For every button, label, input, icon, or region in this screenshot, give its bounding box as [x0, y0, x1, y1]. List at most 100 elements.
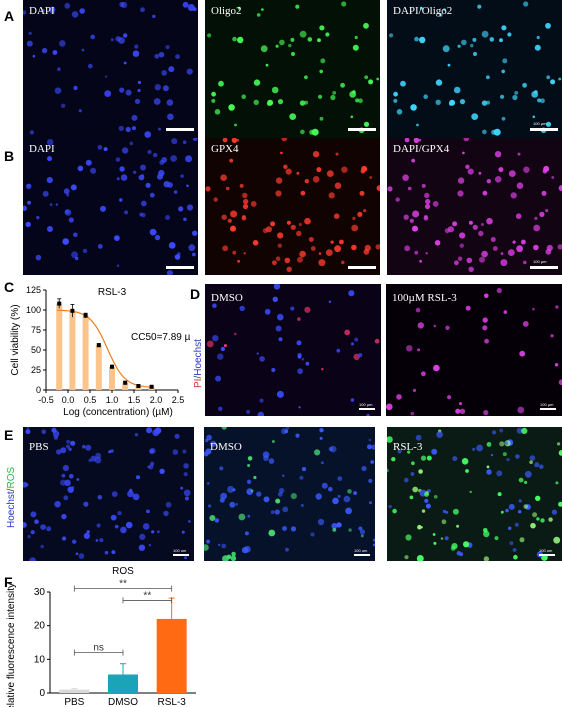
cell-nucleus	[52, 430, 60, 438]
cell-nucleus	[259, 356, 265, 362]
cell-nucleus	[363, 121, 370, 127]
cell-nucleus	[295, 433, 300, 438]
cell-nucleus	[46, 526, 52, 532]
cell-nucleus	[533, 244, 539, 251]
cell-nucleus	[517, 406, 525, 414]
cell-nucleus	[529, 455, 536, 461]
cell-nucleus	[481, 250, 488, 258]
cell-nucleus	[237, 36, 244, 44]
data-point	[70, 308, 75, 313]
cell-nucleus	[41, 47, 48, 54]
cell-nucleus	[330, 94, 336, 101]
cell-nucleus	[271, 367, 276, 373]
cell-nucleus	[512, 240, 516, 244]
cell-nucleus	[71, 11, 79, 18]
cell-nucleus	[265, 63, 269, 67]
cell-nucleus	[420, 526, 423, 529]
cell-nucleus	[361, 465, 367, 472]
cell-nucleus	[60, 479, 67, 486]
cell-nucleus	[314, 449, 321, 456]
cell-nucleus	[110, 38, 114, 42]
cell-nucleus	[83, 532, 90, 539]
cell-nucleus	[182, 449, 187, 454]
cell-nucleus	[253, 99, 259, 106]
cell-nucleus	[282, 526, 287, 531]
cell-nucleus	[518, 499, 522, 503]
cell-nucleus	[415, 434, 422, 441]
cell-nucleus	[557, 244, 562, 250]
cell-nucleus	[541, 190, 547, 196]
cell-nucleus	[154, 53, 160, 59]
y-tick-label: 0	[36, 385, 41, 395]
cell-nucleus	[522, 321, 529, 327]
cell-nucleus	[421, 371, 426, 377]
cell-nucleus	[210, 440, 217, 447]
cell-nucleus	[66, 193, 70, 197]
cell-nucleus	[63, 495, 69, 501]
chart-title: ROS	[112, 566, 134, 577]
cell-nucleus	[361, 165, 368, 172]
cell-nucleus	[438, 13, 443, 17]
cell-nucleus	[483, 410, 489, 416]
cell-nucleus	[496, 470, 503, 477]
cell-nucleus	[554, 363, 559, 367]
cell-nucleus	[66, 439, 71, 444]
cell-nucleus	[286, 220, 291, 225]
cell-nucleus	[79, 8, 85, 14]
cell-nucleus	[275, 498, 281, 504]
cell-nucleus	[204, 451, 209, 457]
cell-nucleus	[214, 518, 220, 523]
cell-nucleus	[116, 264, 120, 267]
cell-nucleus	[499, 428, 504, 433]
cell-nucleus	[505, 508, 509, 513]
x-tick-label: 2.0	[150, 395, 163, 405]
cell-nucleus	[494, 536, 499, 541]
cell-nucleus	[405, 534, 412, 541]
cell-nucleus	[284, 257, 291, 264]
cell-nucleus	[524, 480, 528, 484]
cell-nucleus	[64, 2, 71, 9]
cell-nucleus	[71, 251, 78, 259]
cell-nucleus	[46, 177, 53, 184]
cell-nucleus	[54, 87, 62, 94]
cell-nucleus	[218, 80, 224, 87]
cell-nucleus	[247, 464, 251, 467]
cell-nucleus	[522, 82, 527, 88]
cell-nucleus	[185, 155, 193, 163]
cell-nucleus	[513, 554, 518, 560]
cell-nucleus	[188, 244, 196, 252]
cell-nucleus	[27, 200, 31, 205]
cell-nucleus	[300, 129, 305, 135]
cell-nucleus	[440, 537, 444, 540]
cell-nucleus	[419, 6, 423, 10]
micrograph-label: RSL-3	[393, 441, 423, 453]
cell-nucleus	[484, 338, 489, 344]
cell-nucleus	[368, 478, 373, 483]
cell-nucleus	[186, 204, 194, 211]
cell-nucleus	[494, 151, 502, 158]
cell-nucleus	[340, 82, 345, 88]
cell-nucleus	[539, 211, 545, 217]
cell-nucleus	[48, 6, 56, 14]
cell-nucleus	[70, 184, 77, 191]
scale-bar	[348, 128, 376, 131]
cell-nucleus	[486, 179, 491, 184]
cell-nucleus	[226, 554, 232, 560]
cell-nucleus	[149, 447, 156, 454]
cell-nucleus	[304, 179, 309, 184]
cell-nucleus	[459, 408, 466, 414]
cell-nucleus	[206, 340, 214, 348]
cell-nucleus	[307, 37, 313, 42]
cell-nucleus	[396, 394, 402, 400]
panel-d-ylabel: PI/Hoechst	[193, 339, 204, 388]
ros-bar	[108, 674, 138, 693]
cell-nucleus	[336, 522, 342, 528]
cell-nucleus	[64, 479, 71, 486]
cell-nucleus	[286, 266, 292, 272]
cell-nucleus	[140, 200, 147, 207]
cell-nucleus	[463, 541, 470, 548]
cell-nucleus	[472, 447, 476, 451]
x-tick-label: 0.5	[84, 395, 97, 405]
cell-nucleus	[486, 442, 492, 447]
micrograph-e-pbs: PBS 100 um	[23, 427, 194, 561]
